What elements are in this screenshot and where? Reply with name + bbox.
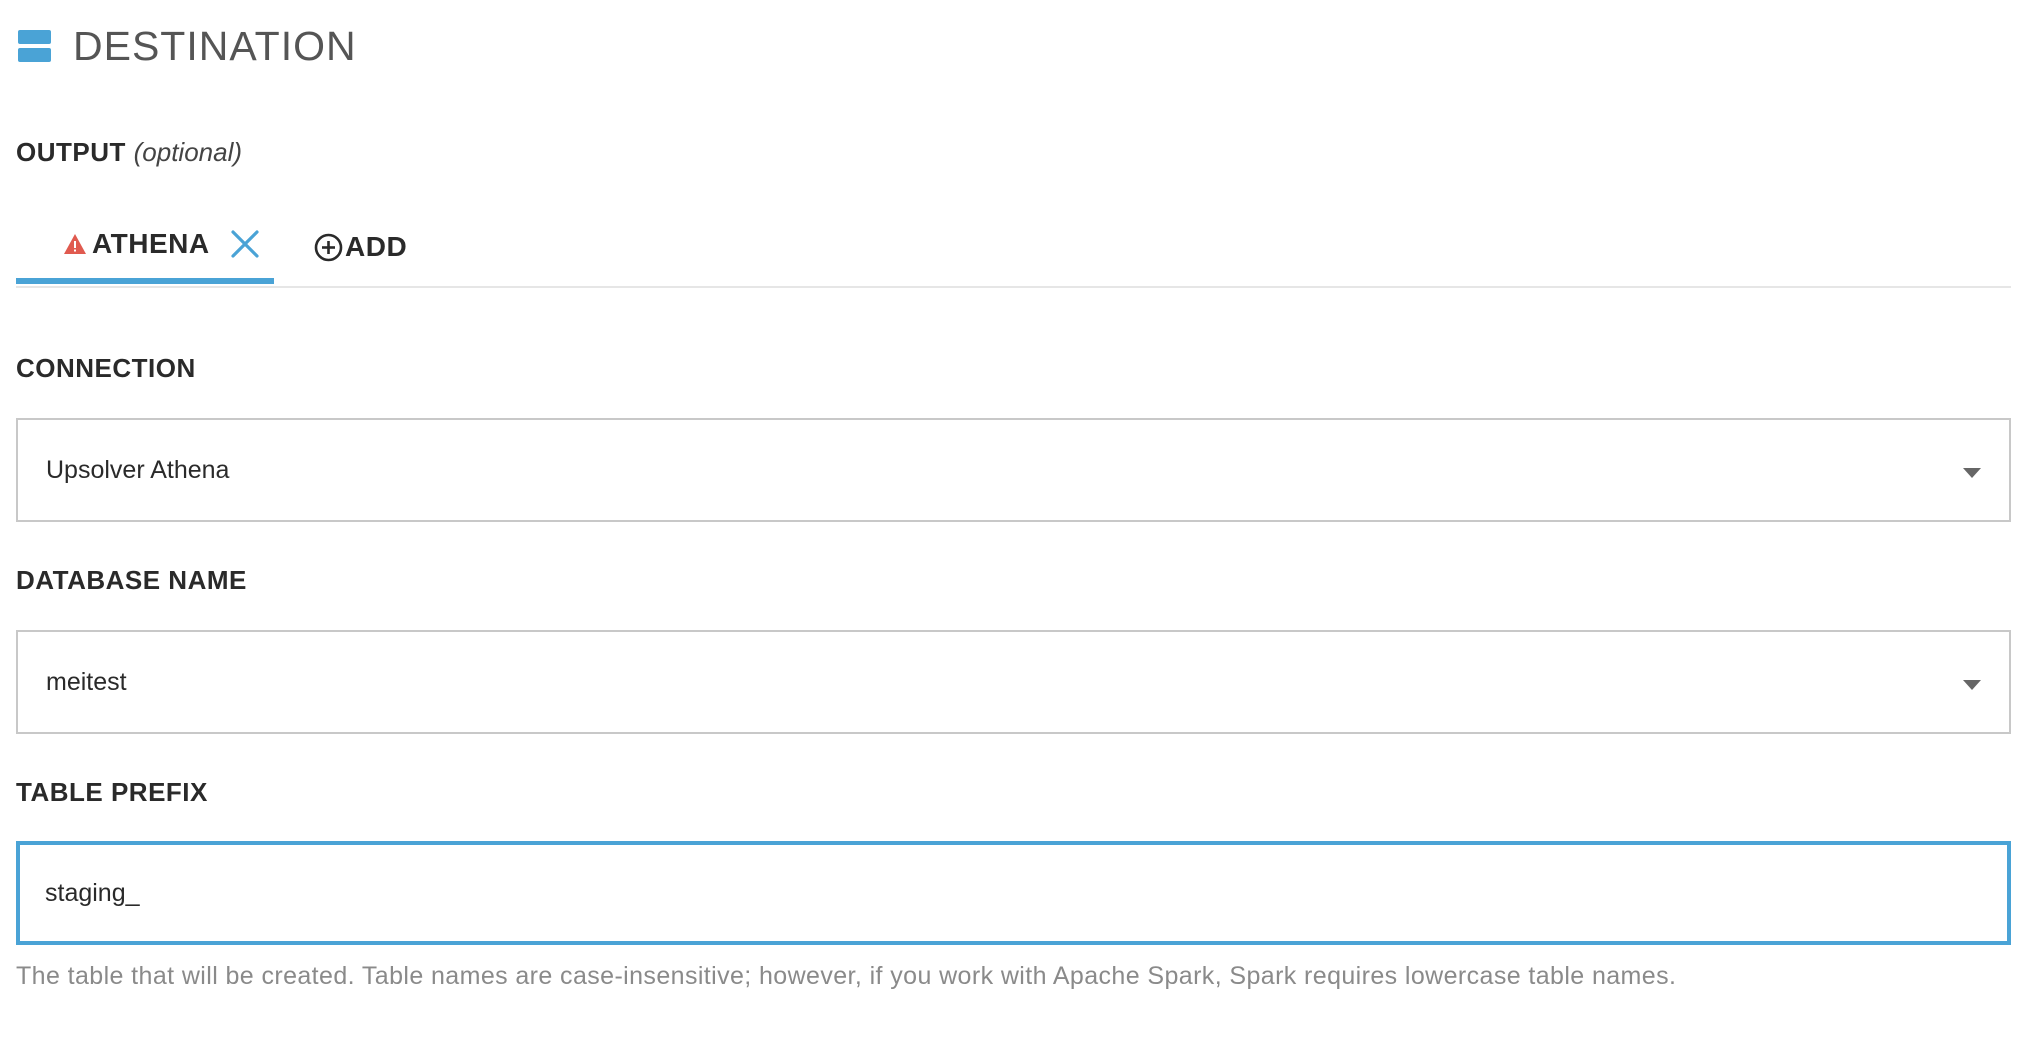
add-output-button[interactable]: ADD (314, 210, 407, 284)
output-label: OUTPUT (optional) (16, 137, 242, 168)
optional-note: (optional) (133, 137, 243, 167)
table-prefix-help: The table that will be created. Table na… (16, 962, 1677, 990)
database-name-label: DATABASE NAME (16, 565, 247, 595)
database-name-select-value: meitest (46, 667, 127, 696)
plus-circle-icon (314, 233, 343, 262)
tab-athena-label: ATHENA (92, 228, 210, 259)
chevron-down-icon (1963, 677, 1981, 690)
connection-label: CONNECTION (16, 353, 196, 383)
tab-athena[interactable]: ATHENA (16, 210, 274, 284)
table-prefix-label: TABLE PREFIX (16, 777, 208, 807)
layers-icon (18, 30, 51, 62)
close-icon[interactable] (230, 229, 260, 259)
database-name-select[interactable]: meitest (16, 630, 2011, 734)
output-label-text: OUTPUT (16, 137, 126, 167)
page-title: DESTINATION (73, 22, 357, 69)
chevron-down-icon (1963, 465, 1981, 478)
warning-icon (63, 233, 87, 255)
output-tabs: ATHENA ADD (16, 210, 2011, 288)
add-output-label: ADD (345, 231, 408, 262)
connection-select[interactable]: Upsolver Athena (16, 418, 2011, 522)
table-prefix-input[interactable] (16, 841, 2011, 945)
section-header: DESTINATION (18, 16, 357, 76)
connection-select-value: Upsolver Athena (46, 455, 230, 484)
